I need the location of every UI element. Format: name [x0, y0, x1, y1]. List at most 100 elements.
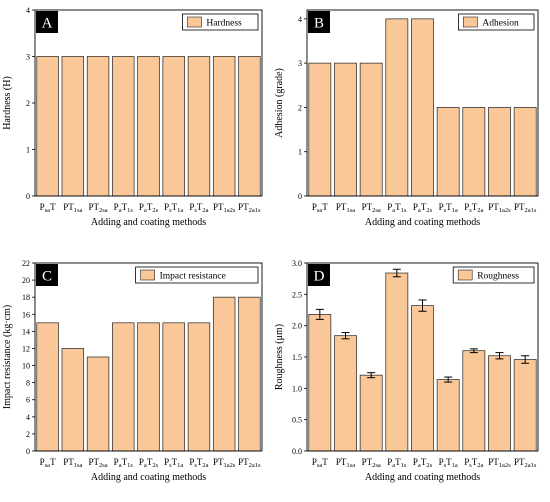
x-tick-label: PsT1a: [164, 202, 183, 214]
x-tick-label: PsT2a: [189, 457, 208, 469]
legend-label: Adhesion: [482, 19, 519, 29]
bar-pt2sa: [86, 356, 110, 452]
bar-pt1a2s: [488, 355, 511, 452]
y-tick-label: 14: [22, 327, 30, 336]
x-tick-label: PsT2a: [464, 457, 483, 469]
x-axis-title: Adding and coating methods: [365, 217, 480, 228]
legend-label: Impact resistance: [160, 272, 226, 282]
legend: Impact resistance: [135, 266, 259, 284]
x-tick-label: PT2a1s: [238, 457, 261, 469]
bar-pst1a: [162, 56, 185, 197]
y-tick-label: 12: [22, 344, 30, 353]
bar-pt2sa: [359, 62, 383, 197]
bar-pst1a: [162, 322, 185, 452]
bar-pt1sa: [61, 348, 85, 452]
y-tick-label: 1.0: [292, 384, 302, 393]
x-axis-title: Adding and coating methods: [91, 472, 206, 483]
bar-pt2a1s: [238, 56, 261, 197]
y-tick-label: 4: [26, 6, 30, 15]
y-tick-label: 3: [298, 59, 302, 68]
legend-frame: [452, 266, 535, 284]
x-tick-label: PaT1s: [114, 457, 134, 469]
x-tick-label: PsT1a: [164, 457, 183, 469]
bar-pat1s: [385, 272, 409, 452]
chart-panel-a: 0 1 2 3 4 PsaT PT1sa PT2sa PaT1s PaT2s PsT1a PsT2a P…: [2, 6, 263, 228]
x-tick-label: PaT2s: [413, 457, 433, 469]
x-tick-label: PsaT: [40, 457, 56, 469]
x-tick-label: PT1sa: [336, 202, 355, 214]
x-tick-label: PaT1s: [387, 457, 407, 469]
legend-swatch: [463, 16, 478, 28]
y-tick-label: 22: [22, 259, 30, 268]
x-tick-label: PT2sa: [88, 202, 107, 214]
panel-letter: A: [42, 16, 53, 32]
plot-frame: [306, 9, 539, 197]
panel-letter-box: [36, 264, 58, 286]
x-tick-label: PsaT: [40, 202, 56, 214]
y-tick-label: 16: [22, 310, 30, 319]
y-tick-label: 2.5: [292, 290, 302, 299]
bar-psat: [36, 322, 59, 452]
y-tick-label: 20: [22, 276, 30, 285]
bar-pt2a1s: [238, 296, 261, 452]
y-tick-label: 10: [22, 362, 30, 371]
bar-pst2a: [187, 322, 211, 452]
x-tick-label: PT2a1s: [514, 202, 537, 214]
y-tick-label: 2: [26, 99, 30, 108]
y-tick-label: 18: [22, 293, 30, 302]
legend-label: Hardness: [206, 19, 242, 29]
y-axis-title: Impact resistance (kg·cm): [2, 305, 13, 409]
bar-pst1a: [436, 379, 460, 452]
legend-swatch: [187, 16, 202, 28]
y-tick-label: 1: [26, 146, 30, 155]
bar-pat2s: [137, 56, 160, 197]
x-tick-label: PsT1a: [439, 457, 458, 469]
legend-swatch: [457, 269, 473, 281]
x-tick-label: PT2sa: [88, 457, 107, 469]
y-tick-label: 0.5: [292, 416, 302, 425]
bar-pt1a2s: [212, 296, 236, 452]
bar-pt1a2s: [488, 107, 511, 197]
x-tick-label: PsaT: [312, 457, 328, 469]
x-axis-title: Adding and coating methods: [91, 217, 206, 228]
x-tick-label: PaT2s: [139, 202, 159, 214]
x-tick-label: PsaT: [312, 202, 328, 214]
y-tick-label: 0.0: [292, 447, 302, 456]
y-tick-label: 6: [26, 396, 30, 405]
y-tick-label: 1: [298, 148, 302, 157]
chart-panel-d: 0.0 0.5 1.0 1.5 2.0 2.5 3.0 PsaT PT1sa PT2sa PaT1s…: [274, 259, 539, 483]
bar-pt2a1s: [513, 107, 537, 197]
y-tick-label: 0: [26, 192, 30, 201]
bar-pst1a: [436, 107, 460, 197]
legend-frame: [135, 266, 259, 284]
y-tick-label: 3: [26, 53, 30, 62]
y-axis-title: Hardness (H): [2, 76, 13, 130]
bar-psat: [36, 56, 59, 197]
legend-swatch: [140, 269, 155, 281]
bar-pt2a1s: [513, 359, 537, 452]
bar-pt1a2s: [212, 56, 236, 197]
bar-pt1sa: [61, 56, 85, 197]
x-tick-label: PT1a2s: [488, 202, 511, 214]
bar-pst2a: [462, 107, 486, 197]
x-tick-label: PaT2s: [139, 457, 159, 469]
x-tick-label: PsT2a: [189, 202, 208, 214]
panel-letter-box: [36, 11, 58, 33]
y-axis-title: Roughness (μm): [274, 324, 285, 390]
x-tick-label: PT2a1s: [514, 457, 537, 469]
x-axis-title: Adding and coating methods: [365, 472, 480, 483]
y-tick-label: 3.0: [292, 259, 302, 268]
panel-letter: B: [314, 16, 324, 32]
x-tick-label: PsT1a: [439, 202, 458, 214]
x-tick-label: PT1a2s: [213, 202, 236, 214]
bar-pt1sa: [334, 62, 357, 197]
y-tick-label: 2: [26, 430, 30, 439]
legend: Adhesion: [457, 13, 535, 31]
x-tick-label: PT2a1s: [238, 202, 261, 214]
y-tick-label: 0: [298, 192, 302, 201]
chart-panel-c: 0 2 4 6 8 10 12 14 16 18 20 22 PsaT PT1sa PT2sa PaT1s Pa…: [2, 259, 263, 483]
y-tick-label: 8: [26, 379, 30, 388]
x-tick-label: PT1a2s: [488, 457, 511, 469]
bar-pst2a: [462, 350, 486, 452]
